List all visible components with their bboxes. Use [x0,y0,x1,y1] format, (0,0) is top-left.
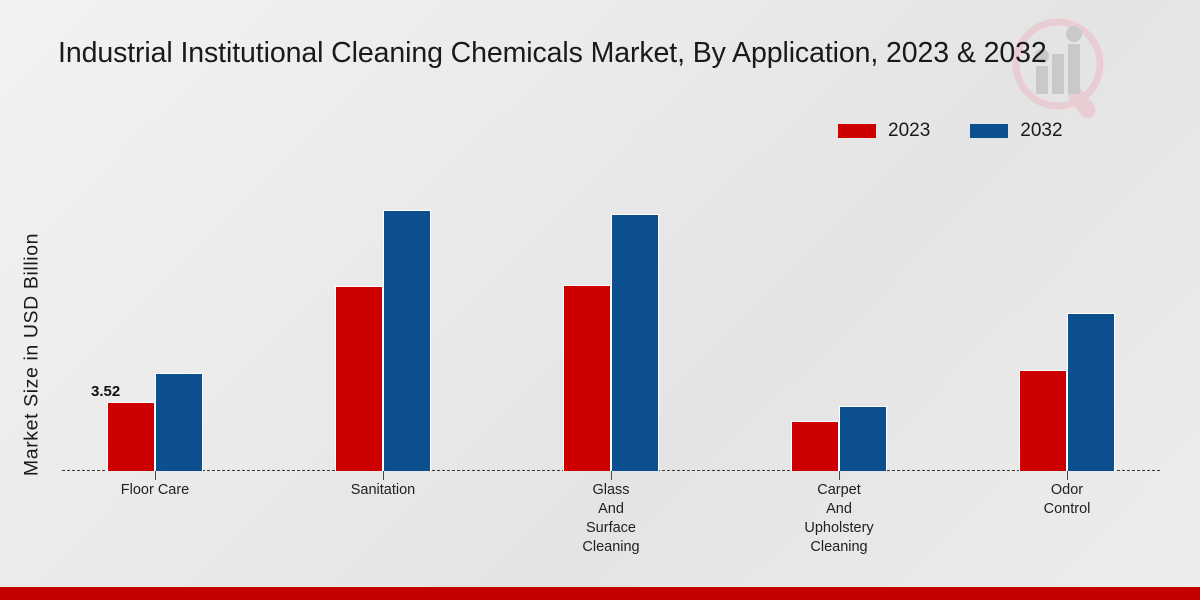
bar-2023[interactable] [791,420,839,471]
bar-group: 3.52 [91,171,203,471]
x-axis-tick [155,471,156,480]
bar-2032[interactable] [1067,313,1115,471]
bar-2023[interactable] [107,401,155,471]
bar-2023[interactable] [1019,370,1067,471]
legend-label-2032: 2032 [1020,120,1063,141]
chart-legend: 2023 2032 [838,120,1063,142]
bar-2023[interactable] [335,286,383,471]
chart-title: Industrial Institutional Cleaning Chemic… [58,37,1047,69]
legend-label-2023: 2023 [888,120,931,141]
bar-2032[interactable] [611,214,659,471]
bar-group [335,171,431,471]
legend-swatch-icon [838,124,876,138]
x-axis-tick [611,471,612,480]
x-axis-label: Carpet And Upholstery Cleaning [804,482,874,555]
x-axis-tick [383,471,384,480]
legend-item-2023[interactable]: 2023 [838,120,930,142]
x-axis-tick [1067,471,1068,480]
bar-group [563,171,659,471]
bar-value-label: 3.52 [91,382,121,400]
bar-2032[interactable] [155,373,203,471]
x-axis-label: Floor Care [120,482,190,498]
legend-swatch-icon [970,124,1009,138]
bar-group [791,171,887,471]
legend-item-2032[interactable]: 2032 [970,120,1063,142]
x-axis-tick [839,471,840,480]
x-axis-label: Glass And Surface Cleaning [582,482,640,555]
bar-2032[interactable] [383,210,431,471]
footer-accent-strip [0,587,1200,600]
x-axis-label: Odor Control [1043,482,1091,517]
x-axis-label: Sanitation [350,482,416,498]
bar-group [1019,171,1115,471]
bar-2023[interactable] [563,284,611,471]
bar-2032[interactable] [839,405,887,471]
